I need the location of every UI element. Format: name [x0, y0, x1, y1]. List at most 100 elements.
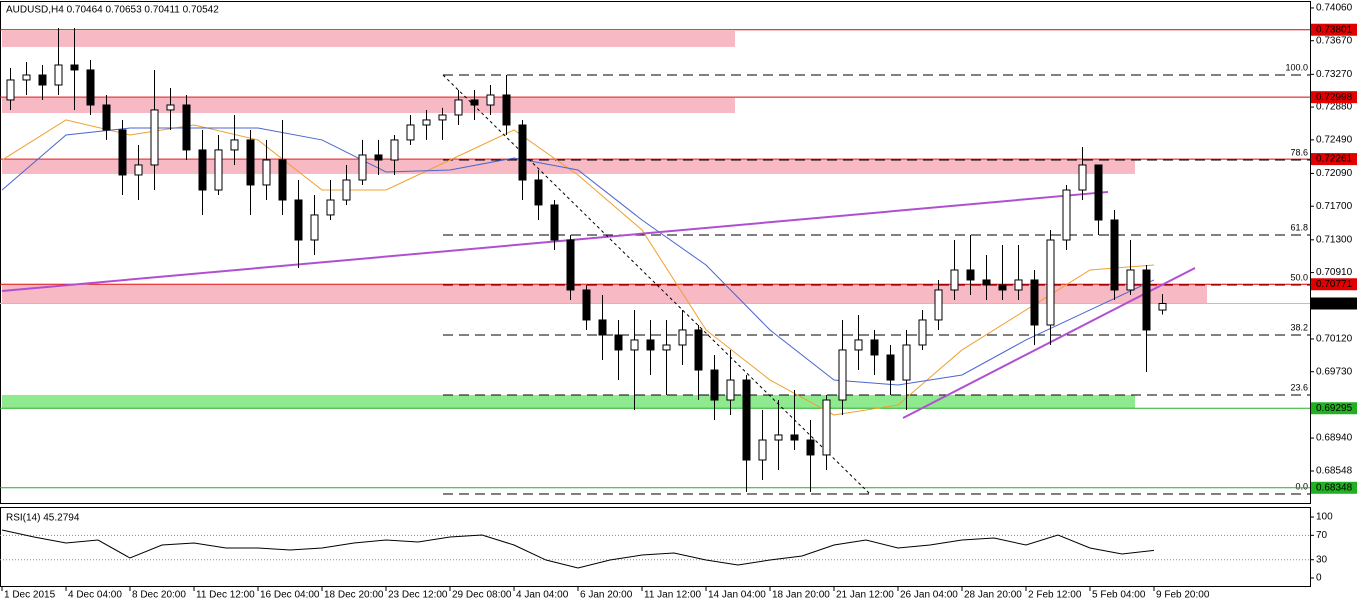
zone — [2, 394, 1135, 408]
level-label-box — [1311, 278, 1357, 291]
candle-body — [870, 339, 879, 356]
level-label: 0.68348 — [1316, 482, 1353, 493]
candle-body — [902, 344, 911, 381]
candle-body — [1094, 164, 1103, 221]
candle-body — [358, 154, 367, 181]
zone — [2, 97, 735, 113]
candle-body — [518, 124, 527, 181]
candle-body — [1126, 269, 1135, 291]
candle-body — [86, 69, 95, 106]
x-tick-label: 2 Feb 12:00 — [1028, 590, 1082, 601]
rsi-panel-frame — [0, 507, 1311, 587]
y-tick-label: 0.73670 — [1316, 35, 1353, 46]
candle-body — [806, 439, 815, 456]
x-tick-label: 26 Jan 04:00 — [900, 590, 958, 601]
x-tick-label: 9 Feb 20:00 — [1156, 590, 1210, 601]
candle-body — [710, 369, 719, 401]
candle-body — [1110, 219, 1119, 291]
candle-body — [1046, 239, 1055, 326]
candle-body — [1158, 302, 1167, 311]
x-tick-label: 18 Jan 20:00 — [772, 590, 830, 601]
candle-body — [838, 349, 847, 401]
candle-body — [102, 104, 111, 131]
candle-body — [182, 104, 191, 151]
x-tick-label: 21 Jan 12:00 — [836, 590, 894, 601]
candle-body — [294, 199, 303, 241]
candle-body — [310, 214, 319, 241]
level-label: 0.73801 — [1316, 24, 1353, 35]
fib-label: 61.8 — [1290, 222, 1308, 232]
x-tick-label: 4 Dec 04:00 — [68, 590, 122, 601]
y-tick-label: 0.68940 — [1316, 433, 1353, 444]
y-tick-label: 0.73270 — [1316, 69, 1353, 80]
candle-body — [54, 64, 63, 86]
current-price-label: 0.70542 — [1316, 298, 1353, 309]
x-tick-label: 23 Dec 12:00 — [388, 590, 448, 601]
candle-body — [198, 149, 207, 191]
y-tick-label: 100 — [1316, 512, 1333, 523]
candle-body — [598, 319, 607, 336]
candle-body — [374, 154, 383, 161]
candle-body — [422, 119, 431, 126]
level-label-box — [1311, 402, 1357, 415]
candle-body — [614, 334, 623, 351]
candle-body — [454, 99, 463, 116]
fib-label: 78.6 — [1290, 147, 1308, 157]
candle-body — [134, 164, 143, 176]
candle-body — [262, 159, 271, 186]
y-tick-label: 0 — [1316, 573, 1322, 584]
y-tick-label: 0.72090 — [1316, 168, 1353, 179]
candle-body — [326, 199, 335, 216]
candle-body — [726, 379, 735, 401]
level-label-box — [1311, 23, 1357, 36]
y-tick-label: 0.71300 — [1316, 234, 1353, 245]
rsi-line — [1, 529, 1155, 569]
moving-average — [1, 127, 1155, 386]
candle-body — [758, 439, 767, 461]
x-tick-label: 4 Jan 04:00 — [516, 590, 569, 601]
fib-label: 0.0 — [1295, 481, 1308, 491]
candle-body — [678, 329, 687, 346]
candle-body — [214, 149, 223, 191]
candle-body — [230, 139, 239, 151]
fib-label: 23.6 — [1290, 382, 1308, 392]
candle-body — [742, 379, 751, 461]
candle-body — [998, 284, 1007, 291]
candle-body — [630, 339, 639, 351]
candle-body — [790, 434, 799, 441]
candle-body — [1062, 189, 1071, 241]
candle-body — [534, 179, 543, 206]
moving-average — [1, 119, 1155, 416]
candle-body — [470, 99, 479, 106]
candle-body — [38, 74, 47, 86]
x-tick-label: 29 Dec 08:00 — [452, 590, 512, 601]
candle-body — [342, 179, 351, 201]
x-tick-label: 5 Feb 04:00 — [1092, 590, 1146, 601]
x-tick-label: 18 Dec 20:00 — [324, 590, 384, 601]
x-tick-label: 6 Jan 20:00 — [580, 590, 633, 601]
candle-body — [566, 239, 575, 291]
candle-body — [1142, 269, 1151, 331]
level-label-box — [1311, 91, 1357, 104]
zone — [2, 160, 1135, 174]
candle-body — [950, 269, 959, 291]
y-tick-label: 70 — [1316, 530, 1328, 541]
trendline — [442, 74, 871, 495]
current-price-box — [1311, 297, 1357, 310]
plot-layer: 0.74060 0.73670 0.73270 0.72880 0.72490 0.720… — [0, 3, 1357, 601]
candle-body — [774, 434, 783, 441]
zone — [2, 30, 735, 47]
candle-body — [854, 339, 863, 351]
candle-body — [390, 139, 399, 161]
level-label-box — [1311, 481, 1357, 494]
level-label: 0.69295 — [1316, 403, 1353, 414]
candle-body — [918, 319, 927, 346]
y-tick-label: 0.68548 — [1316, 466, 1353, 477]
candle-body — [150, 109, 159, 166]
candle-body — [246, 139, 255, 186]
y-tick-label: 0.74060 — [1316, 3, 1353, 14]
candle-body — [1030, 279, 1039, 326]
y-tick-label: 0.72880 — [1316, 102, 1353, 113]
fib-label: 38.2 — [1290, 322, 1308, 332]
fib-label: 50.0 — [1290, 272, 1308, 282]
